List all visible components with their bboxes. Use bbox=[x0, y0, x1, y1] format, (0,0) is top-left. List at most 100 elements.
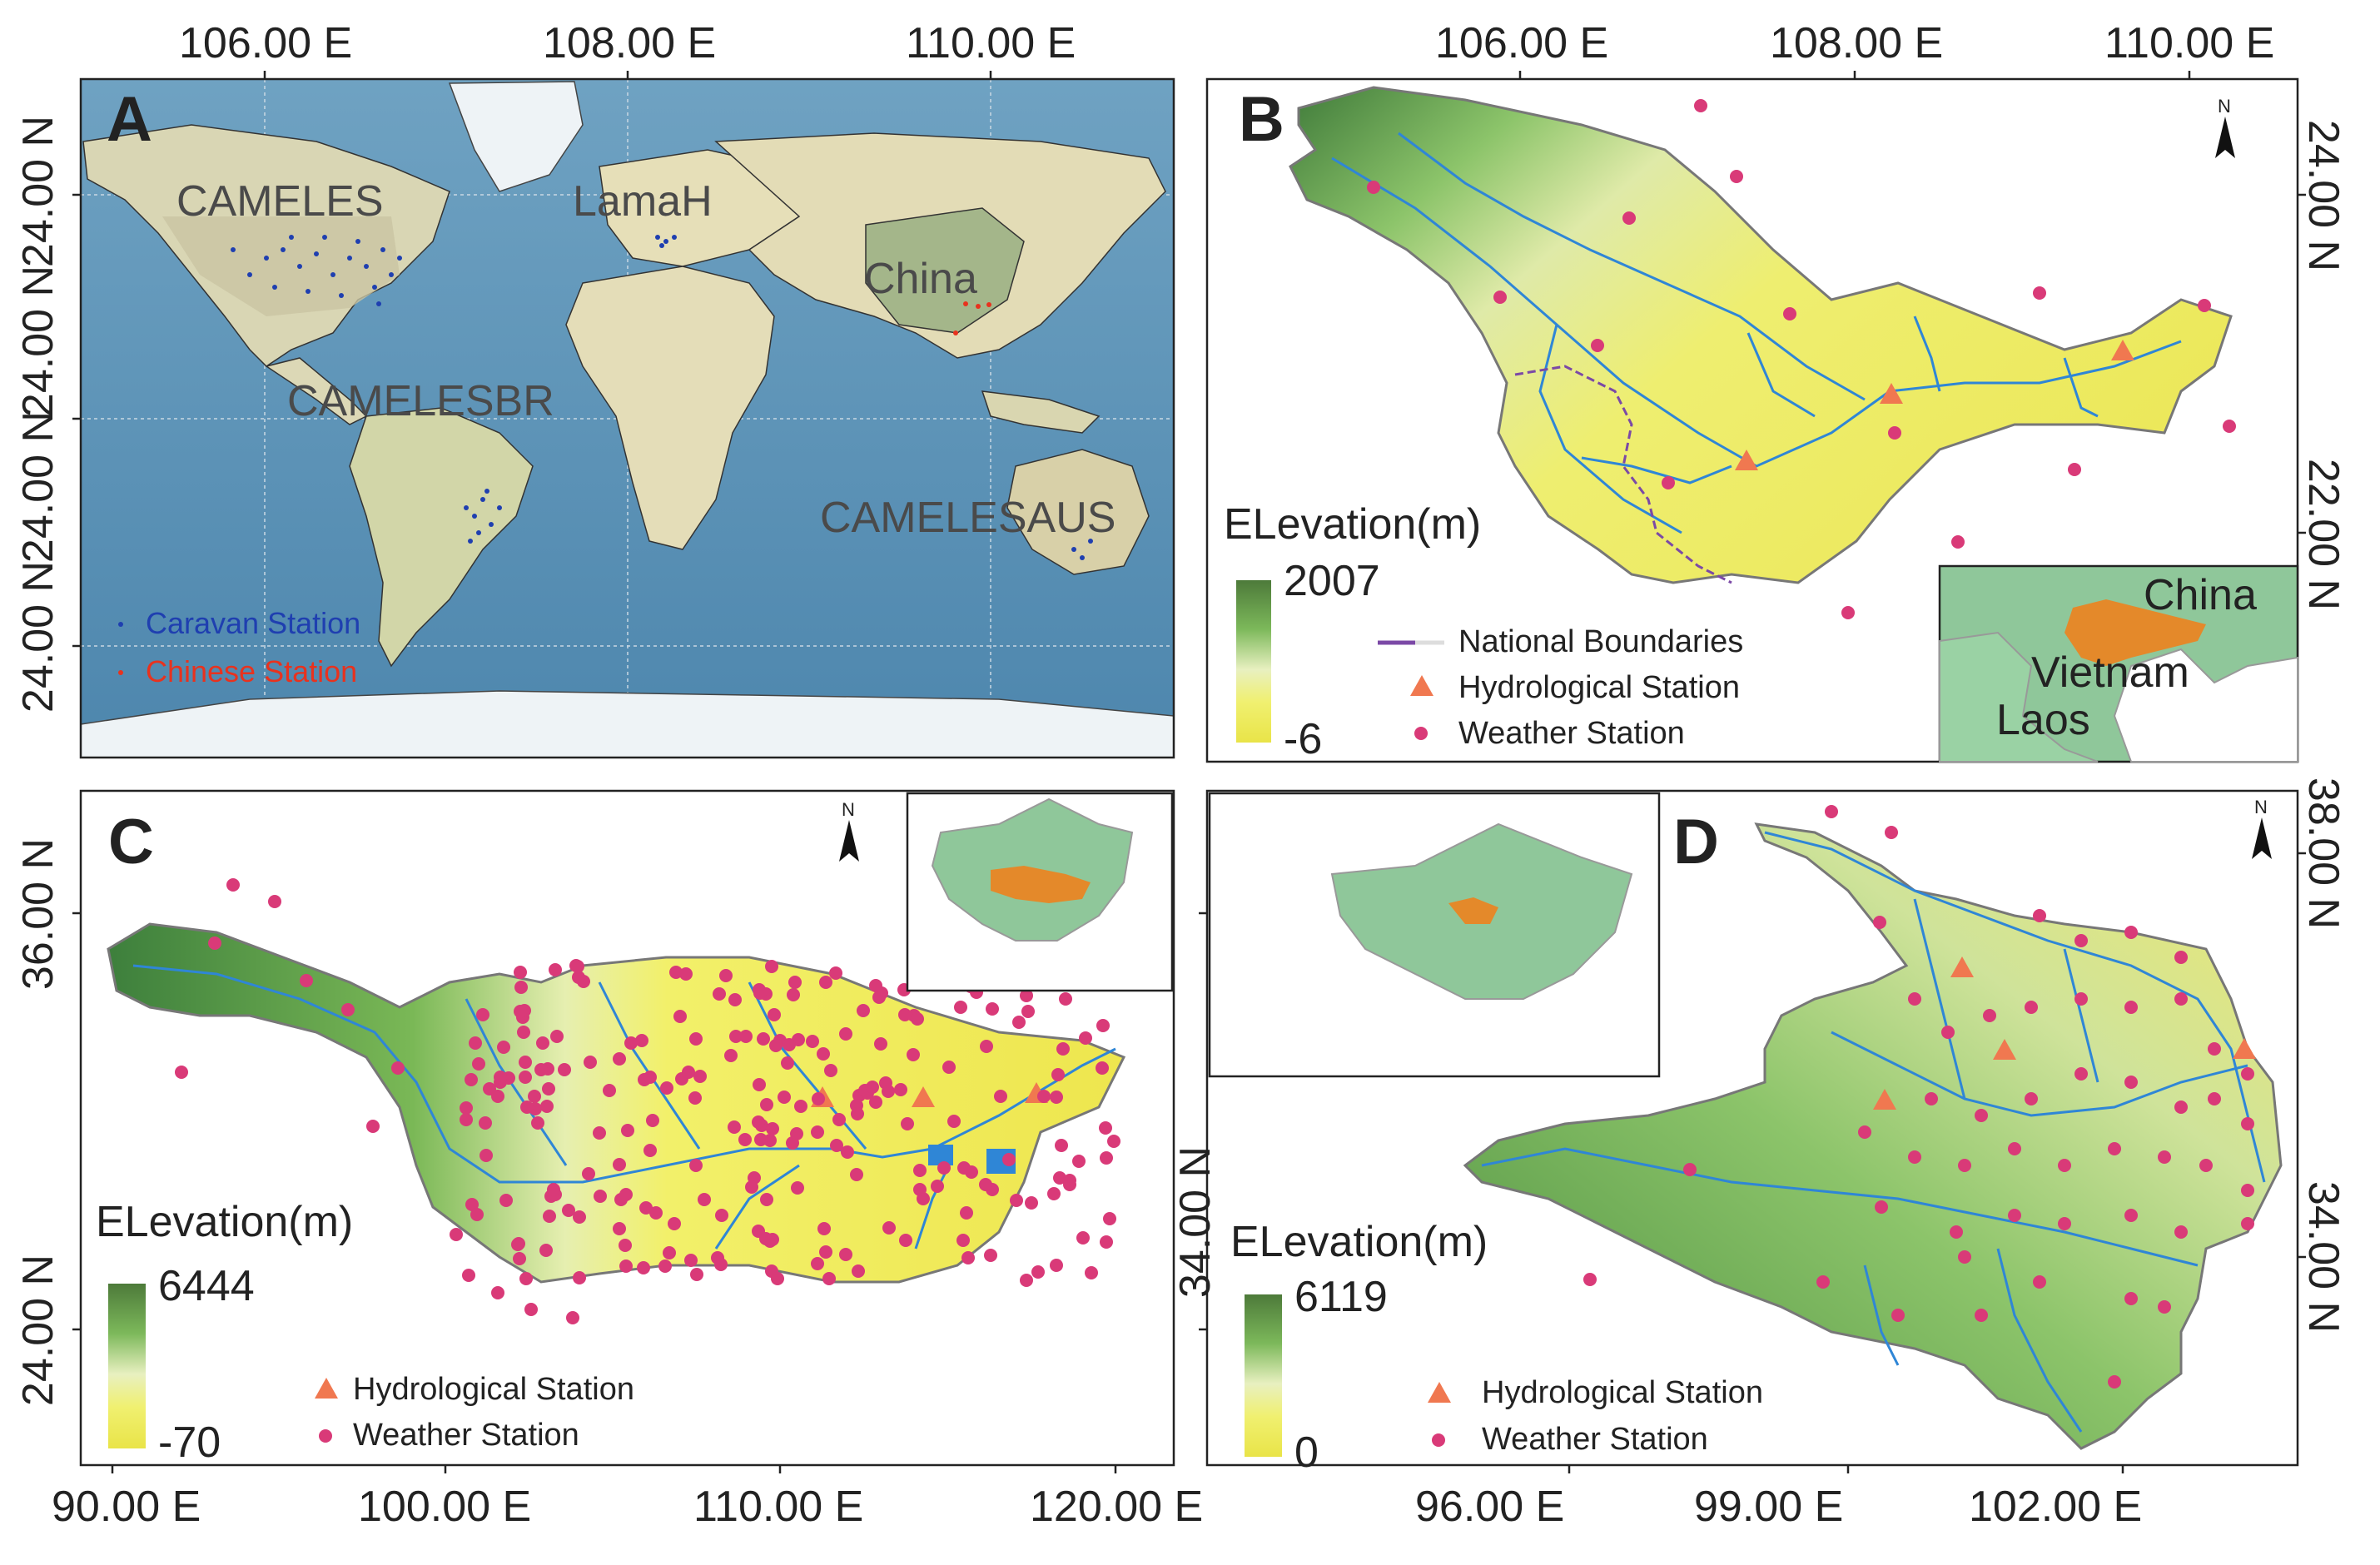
weather-station-dot bbox=[1085, 1266, 1098, 1279]
inset-sea bbox=[2113, 648, 2298, 763]
weather-station-dot bbox=[866, 1081, 879, 1094]
weather-station-dot bbox=[986, 1002, 999, 1016]
weather-station-dot bbox=[1875, 1200, 1888, 1214]
weather-station-dot bbox=[582, 1167, 595, 1180]
north-label-d: N bbox=[2254, 797, 2268, 817]
legend-weather-label-b: Weather Station bbox=[1458, 716, 1685, 751]
weather-station-dot bbox=[894, 1083, 907, 1096]
weather-station-dot bbox=[1063, 1178, 1076, 1191]
weather-station-dot bbox=[728, 993, 742, 1006]
weather-station-dot bbox=[1983, 1009, 1996, 1022]
weather-station-dot bbox=[882, 1085, 895, 1098]
weather-station-dot bbox=[753, 986, 767, 1000]
caravan-stations bbox=[231, 235, 1093, 560]
weather-station-dot bbox=[472, 1057, 485, 1071]
inset-basin-d bbox=[1448, 897, 1498, 924]
c-elev-max: 6444 bbox=[158, 1262, 255, 1310]
panel-b-ticks bbox=[1518, 71, 2306, 534]
region-camelesaus: CAMELESAUS bbox=[820, 494, 1116, 542]
weather-station-dot bbox=[2008, 1142, 2021, 1155]
inset-basin bbox=[2064, 599, 2206, 666]
weather-station-dot bbox=[753, 1078, 766, 1091]
weather-station-dot bbox=[1100, 1235, 1113, 1249]
weather-station-dot bbox=[483, 1082, 496, 1096]
weather-station-dot bbox=[768, 1008, 781, 1021]
yangtze-basin bbox=[107, 922, 1126, 1284]
national-boundary bbox=[1514, 365, 1732, 584]
weather-station-dot bbox=[2241, 1117, 2254, 1130]
weather-station-dot bbox=[584, 1056, 597, 1069]
panel-b-letter: B bbox=[1239, 84, 1284, 155]
weather-station-dot bbox=[2124, 1076, 2138, 1089]
weather-station-dot bbox=[1925, 1092, 1938, 1105]
weather-station-dot bbox=[465, 1073, 478, 1086]
weather-station-dot bbox=[790, 1127, 803, 1140]
weather-station-dot bbox=[268, 895, 281, 908]
weather-station-dot bbox=[2124, 1209, 2138, 1222]
weather-station-dot bbox=[603, 1084, 616, 1097]
panel-b-basin-map bbox=[1205, 71, 2306, 763]
weather-station-dot bbox=[688, 1091, 702, 1105]
weather-station-dot bbox=[757, 1032, 770, 1046]
c-bottom-tick-1: 90.00 E bbox=[52, 1483, 201, 1531]
weather-station-dot bbox=[635, 1034, 648, 1047]
weather-station-dot bbox=[719, 969, 733, 982]
legend-weather-symbol-c bbox=[319, 1429, 332, 1443]
c-left-tick-1: 36.00 N bbox=[14, 837, 63, 991]
inset-label-vietnam: Vietnam bbox=[2031, 648, 2189, 697]
weather-station-dot bbox=[1683, 1163, 1697, 1176]
weather-station-dot bbox=[673, 1010, 687, 1023]
d-elevation-title: ELevation(m) bbox=[1230, 1218, 1488, 1266]
weather-station-dot bbox=[766, 1233, 779, 1246]
weather-station-dot bbox=[1037, 1090, 1051, 1103]
weather-station-dot bbox=[1055, 1139, 1068, 1152]
weather-station-dot bbox=[491, 1286, 504, 1299]
weather-station-dot bbox=[619, 1188, 633, 1201]
weather-station-dot bbox=[754, 1133, 768, 1146]
weather-station-dot bbox=[658, 1259, 672, 1273]
weather-station-dot bbox=[528, 1090, 541, 1103]
inset-label-china: China bbox=[2144, 571, 2257, 619]
weather-station-dot bbox=[857, 1004, 870, 1017]
weather-station-dot bbox=[852, 1264, 865, 1278]
weather-station-dot bbox=[1885, 826, 1898, 839]
weather-station-dot bbox=[639, 1201, 653, 1215]
elevation-colorbar-c bbox=[108, 1284, 146, 1448]
weather-station-dot bbox=[781, 1056, 794, 1070]
weather-station-dot bbox=[1858, 1125, 1871, 1139]
weather-station-dot bbox=[637, 1261, 650, 1274]
legend-weather-label-d: Weather Station bbox=[1482, 1422, 1708, 1457]
weather-station-dot bbox=[2108, 1142, 2121, 1155]
weather-station-dot bbox=[961, 1251, 975, 1264]
weather-station-dot bbox=[519, 1071, 532, 1084]
c-left-tick-2: 24.00 N bbox=[14, 1254, 63, 1407]
weather-station-dot bbox=[549, 963, 562, 976]
weather-station-dot bbox=[1891, 1309, 1905, 1322]
weather-station-dot bbox=[1908, 992, 1921, 1006]
weather-station-dot bbox=[2074, 992, 2088, 1006]
weather-station-dot bbox=[2033, 1275, 2046, 1289]
weather-station-dot bbox=[660, 1081, 673, 1095]
rivers bbox=[1331, 132, 2182, 534]
weather-station-dot bbox=[942, 1061, 956, 1074]
weather-station-dot bbox=[1950, 1225, 1963, 1239]
weather-stations bbox=[1367, 99, 2236, 619]
weather-station-dot bbox=[819, 1245, 832, 1259]
north-arrow-icon-c bbox=[839, 820, 859, 862]
weather-station-dot bbox=[208, 937, 221, 950]
weather-station-dot bbox=[752, 1115, 765, 1129]
weather-station-dot bbox=[869, 979, 882, 992]
weather-station-dot bbox=[547, 1183, 560, 1196]
weather-station-dot bbox=[619, 1239, 632, 1252]
weather-station-dot bbox=[643, 1144, 657, 1157]
weather-station-dot bbox=[514, 966, 527, 979]
weather-station-dot bbox=[954, 1001, 967, 1014]
panel-d-basin-map bbox=[1199, 789, 2306, 1473]
weather-station-dot bbox=[874, 1037, 887, 1051]
rivers-d bbox=[1481, 831, 2266, 1433]
weather-station-dot bbox=[956, 1234, 970, 1247]
weather-station-dot bbox=[1975, 1309, 1988, 1322]
weather-station-dot bbox=[817, 1047, 830, 1061]
panel-d-letter: D bbox=[1673, 807, 1719, 877]
